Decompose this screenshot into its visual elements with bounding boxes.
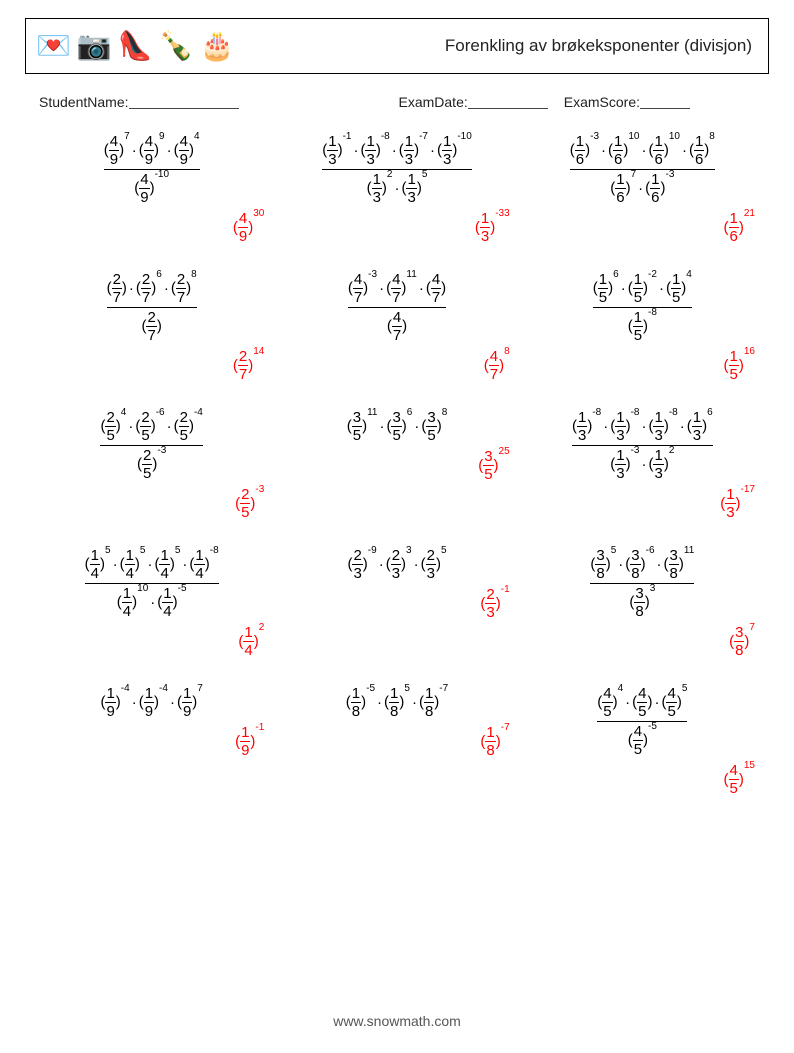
problem-cell: (18)-5·(18)5·(18)-7 (18)-7 [274, 686, 519, 796]
problem-expression: (23)-9·(23)3·(23)5 [347, 548, 446, 581]
problem-cell: (13)-1·(13)-8·(13)-7·(13)-10(13)2·(13)5(… [274, 134, 519, 244]
problem-cell: (47)-3·(47)11·(47)(47) (47)8 [274, 272, 519, 382]
problem-expression: (19)-4·(19)-4·(19)7 [100, 686, 202, 719]
problem-cell: (45)4·(45)·(45)5(45)-5 (45)15 [520, 686, 765, 796]
problem-expression: (15)6·(15)-2·(15)4(15)-8 [593, 272, 692, 343]
header-icons: 💌📷👠🍾🎂 [36, 32, 234, 60]
problem-row: (27)·(27)6·(27)8(27)(27)14(47)-3·(47)11·… [29, 272, 765, 382]
problem-expression: (16)-3·(16)10·(16)10·(16)8(16)7·(16)-3 [570, 134, 715, 205]
header-icon-2: 👠 [118, 32, 153, 60]
problem-answer: (35)25 [478, 449, 515, 482]
problem-answer: (13)-17 [720, 487, 761, 520]
problem-row: (49)7·(49)9·(49)4(49)-10(49)30(13)-1·(13… [29, 134, 765, 244]
problem-cell: (23)-9·(23)3·(23)5 (23)-1 [274, 548, 519, 658]
problem-answer: (14)2 [238, 625, 270, 658]
header-icon-4: 🎂 [200, 32, 235, 60]
problem-expression: (18)-5·(18)5·(18)-7 [346, 686, 448, 719]
problem-cell: (25)4·(25)-6·(25)-4(25)-3 (25)-3 [29, 410, 274, 520]
problem-expression: (27)·(27)6·(27)8(27) [107, 272, 197, 343]
problem-answer: (18)-7 [480, 725, 515, 758]
meta-row: StudentName: ExamDate: ExamScore: [25, 94, 769, 110]
problem-answer: (16)21 [724, 211, 761, 244]
header-box: 💌📷👠🍾🎂 Forenkling av brøkeksponenter (div… [25, 18, 769, 74]
problem-expression: (45)4·(45)·(45)5(45)-5 [597, 686, 687, 757]
problem-cell: (14)5·(14)5·(14)5·(14)-8(14)10·(14)-5 (14… [29, 548, 274, 658]
problem-cell: (35)11·(35)6·(35)8 (35)25 [274, 410, 519, 520]
problem-cell: (38)5·(38)-6·(38)11(38)3 (38)7 [520, 548, 765, 658]
problem-answer: (23)-1 [480, 587, 515, 620]
examdate-label: ExamDate: [399, 94, 468, 110]
problem-cell: (19)-4·(19)-4·(19)7 (19)-1 [29, 686, 274, 796]
problem-answer: (27)14 [233, 349, 270, 382]
problem-answer: (19)-1 [235, 725, 270, 758]
problem-answer: (49)30 [233, 211, 270, 244]
studentname-label: StudentName: [39, 94, 129, 110]
problem-row: (14)5·(14)5·(14)5·(14)-8(14)10·(14)-5 (14… [29, 548, 765, 658]
problem-answer: (13)-33 [475, 211, 516, 244]
examscore-label: ExamScore: [564, 94, 640, 110]
problem-cell: (49)7·(49)9·(49)4(49)-10 (49)30 [29, 134, 274, 244]
examdate-line [468, 94, 548, 109]
problem-cell: (13)-8·(13)-8·(13)-8·(13)6(13)-3·(13)2(1… [520, 410, 765, 520]
problem-row: (19)-4·(19)-4·(19)7(19)-1(18)-5·(18)5·(1… [29, 686, 765, 796]
problem-expression: (47)-3·(47)11·(47)(47) [348, 272, 446, 343]
problems-grid: (49)7·(49)9·(49)4(49)-10(49)30(13)-1·(13… [25, 134, 769, 796]
problem-expression: (35)11·(35)6·(35)8 [347, 410, 448, 443]
header-icon-0: 💌 [36, 32, 71, 60]
problem-expression: (38)5·(38)-6·(38)11(38)3 [590, 548, 694, 619]
problem-answer: (15)16 [724, 349, 761, 382]
problem-expression: (13)-1·(13)-8·(13)-7·(13)-10(13)2·(13)5 [322, 134, 472, 205]
header-icon-3: 🍾 [159, 32, 194, 60]
problem-expression: (14)5·(14)5·(14)5·(14)-8(14)10·(14)-5 [85, 548, 219, 619]
problem-expression: (49)7·(49)9·(49)4(49)-10 [104, 134, 200, 205]
header-icon-1: 📷 [77, 32, 112, 60]
problem-answer: (47)8 [484, 349, 516, 382]
problem-expression: (25)4·(25)-6·(25)-4(25)-3 [100, 410, 202, 481]
problem-answer: (45)15 [724, 763, 761, 796]
problem-row: (25)4·(25)-6·(25)-4(25)-3(25)-3(35)11·(3… [29, 410, 765, 520]
problem-cell: (15)6·(15)-2·(15)4(15)-8 (15)16 [520, 272, 765, 382]
studentname-line [129, 94, 239, 109]
problem-answer: (25)-3 [235, 487, 270, 520]
problem-answer: (38)7 [729, 625, 761, 658]
footer-link: www.snowmath.com [0, 1013, 794, 1029]
problem-expression: (13)-8·(13)-8·(13)-8·(13)6(13)-3·(13)2 [572, 410, 713, 481]
problem-cell: (16)-3·(16)10·(16)10·(16)8(16)7·(16)-3 (1… [520, 134, 765, 244]
examscore-line [640, 94, 690, 109]
problem-cell: (27)·(27)6·(27)8(27) (27)14 [29, 272, 274, 382]
worksheet-title: Forenkling av brøkeksponenter (divisjon) [445, 36, 758, 56]
